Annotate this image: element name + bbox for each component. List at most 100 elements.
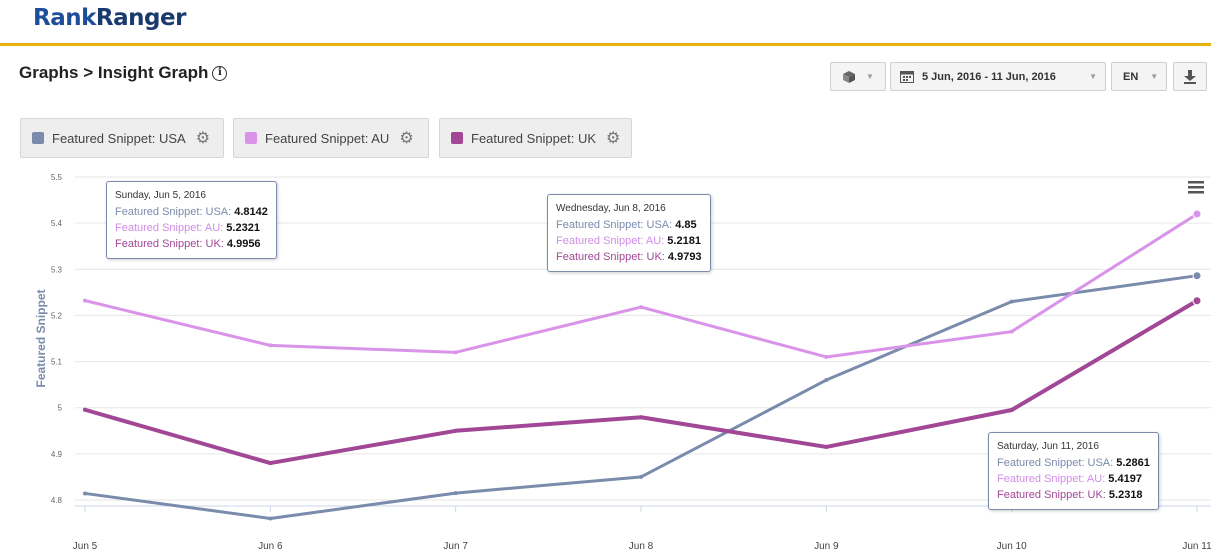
tooltip-label: Featured Snippet: AU:: [556, 235, 665, 247]
tooltip-value: 4.9793: [667, 251, 702, 263]
data-point: [1009, 299, 1014, 304]
tooltip-row-usa: Featured Snippet: USA: 4.8142: [115, 204, 268, 220]
tooltip-label: Featured Snippet: USA:: [115, 206, 232, 218]
tooltip-label: Featured Snippet: AU:: [997, 473, 1106, 485]
brand-logo[interactable]: RankRanger: [33, 5, 186, 31]
legend-item-usa[interactable]: Featured Snippet: USA ⚙: [20, 118, 224, 158]
brand-logo-part2: Ranger: [95, 5, 187, 31]
x-tick-label: Jun 5: [73, 541, 98, 552]
breadcrumb: Graphs > Insight Graph: [19, 63, 209, 82]
hamburger-menu-icon[interactable]: [1188, 181, 1204, 194]
tooltip-date: Wednesday, Jun 8, 2016: [556, 203, 666, 214]
chevron-down-icon: ▼: [1089, 72, 1097, 81]
view-selector-button[interactable]: ▼: [830, 62, 886, 91]
tooltip-row-au: Featured Snippet: AU: 5.2321: [115, 220, 268, 236]
x-tick-label: Jun 6: [258, 541, 283, 552]
legend-swatch-au: [245, 132, 257, 144]
legend-swatch-usa: [32, 132, 44, 144]
tooltip-row-usa: Featured Snippet: USA: 5.2861: [997, 455, 1150, 471]
data-point: [1192, 271, 1202, 281]
y-tick-label: 5: [58, 404, 63, 413]
cube-icon: [843, 70, 855, 83]
tooltip-label: Featured Snippet: AU:: [115, 222, 224, 234]
data-point: [83, 407, 87, 412]
data-point: [268, 343, 273, 348]
page-title: Graphs > Insight Graph i: [19, 63, 228, 83]
tooltip-value: 5.4197: [1108, 473, 1142, 485]
tooltip-value: 4.85: [675, 219, 697, 231]
data-point: [453, 491, 458, 496]
tooltip-value: 5.2861: [1116, 457, 1150, 469]
data-point: [824, 444, 829, 449]
x-tick-label: Jun 10: [997, 541, 1027, 552]
y-tick-label: 5.2: [51, 311, 63, 320]
data-point: [824, 378, 829, 383]
chevron-down-icon: ▼: [1150, 72, 1159, 81]
gear-icon[interactable]: ⚙: [399, 130, 414, 147]
tooltip-value: 5.2321: [226, 222, 260, 234]
data-point: [453, 350, 458, 355]
tooltip-value: 5.2318: [1108, 489, 1143, 501]
language-selector[interactable]: EN ▼: [1111, 62, 1167, 91]
y-axis-title: Featured Snippet: [34, 289, 48, 387]
info-icon[interactable]: i: [212, 65, 228, 81]
hamburger-bar: [1188, 191, 1204, 194]
tooltip-row-au: Featured Snippet: AU: 5.4197: [997, 471, 1150, 487]
y-tick-label: 4.8: [51, 496, 63, 505]
tooltip-date: Saturday, Jun 11, 2016: [997, 441, 1099, 452]
chevron-down-icon: ▼: [866, 72, 874, 81]
x-tick-label: Jun 8: [629, 541, 654, 552]
gear-icon[interactable]: ⚙: [195, 130, 211, 147]
data-point: [1009, 329, 1014, 334]
legend-label-uk: Featured Snippet: UK: [471, 130, 597, 146]
data-point: [83, 298, 87, 303]
data-point: [824, 354, 829, 359]
insight-graph: 4.8 4.9 5 5.1 5.2 5.3 5.4 5.5 Jun 5 Jun 6 Jun 7 Jun…: [0, 160, 1211, 555]
tooltip-label: Featured Snippet: UK:: [556, 251, 665, 263]
tooltip-jun-5: Sunday, Jun 5, 2016 Featured Snippet: US…: [106, 181, 277, 259]
hamburger-bar: [1188, 181, 1204, 184]
data-point: [83, 491, 87, 496]
data-point: [1192, 296, 1202, 306]
tooltip-row-uk: Featured Snippet: UK: 4.9956: [115, 236, 268, 252]
data-point: [639, 305, 643, 310]
hamburger-bar: [1188, 186, 1204, 189]
tooltip-row-uk: Featured Snippet: UK: 4.9793: [556, 249, 702, 265]
brand-logo-part1: Rank: [33, 5, 96, 31]
calendar-icon: [900, 71, 914, 83]
data-point: [639, 474, 643, 479]
y-tick-label: 5.4: [51, 219, 63, 228]
y-tick-label: 4.9: [51, 450, 63, 459]
tooltip-row-uk: Featured Snippet: UK: 5.2318: [997, 487, 1150, 503]
x-tick-label: Jun 11: [1182, 541, 1211, 552]
tooltip-jun-8: Wednesday, Jun 8, 2016 Featured Snippet:…: [547, 194, 711, 272]
tooltip-row-usa: Featured Snippet: USA: 4.85: [556, 217, 702, 233]
legend-item-uk[interactable]: Featured Snippet: UK ⚙: [439, 118, 632, 158]
tooltip-value: 4.9956: [226, 238, 261, 250]
top-bar: RankRanger: [0, 0, 1211, 46]
y-tick-label: 5.1: [51, 358, 63, 367]
data-point: [639, 415, 643, 420]
legend-swatch-uk: [451, 132, 463, 144]
tooltip-row-au: Featured Snippet: AU: 5.2181: [556, 233, 702, 249]
date-range-picker[interactable]: 5 Jun, 2016 - 11 Jun, 2016 ▼: [890, 62, 1106, 91]
data-point: [1009, 408, 1014, 413]
legend-item-au[interactable]: Featured Snippet: AU ⚙: [233, 118, 429, 158]
data-point: [268, 461, 273, 466]
tooltip-label: Featured Snippet: USA:: [997, 457, 1114, 469]
y-tick-label: 5.3: [51, 265, 63, 274]
x-tick-label: Jun 9: [814, 541, 839, 552]
date-range-value: 5 Jun, 2016 - 11 Jun, 2016: [922, 70, 1056, 83]
tooltip-value: 4.8142: [234, 206, 268, 218]
legend-label-usa: Featured Snippet: USA: [52, 130, 186, 146]
data-point: [453, 428, 458, 433]
download-button[interactable]: [1173, 62, 1207, 91]
legend-label-au: Featured Snippet: AU: [265, 130, 390, 146]
tooltip-label: Featured Snippet: UK:: [115, 238, 224, 250]
data-point: [1192, 209, 1202, 219]
x-tick-label: Jun 7: [443, 541, 468, 552]
tooltip-jun-11: Saturday, Jun 11, 2016 Featured Snippet:…: [988, 432, 1159, 510]
language-value: EN: [1123, 70, 1139, 83]
download-icon: [1184, 69, 1196, 84]
gear-icon[interactable]: ⚙: [606, 130, 621, 147]
